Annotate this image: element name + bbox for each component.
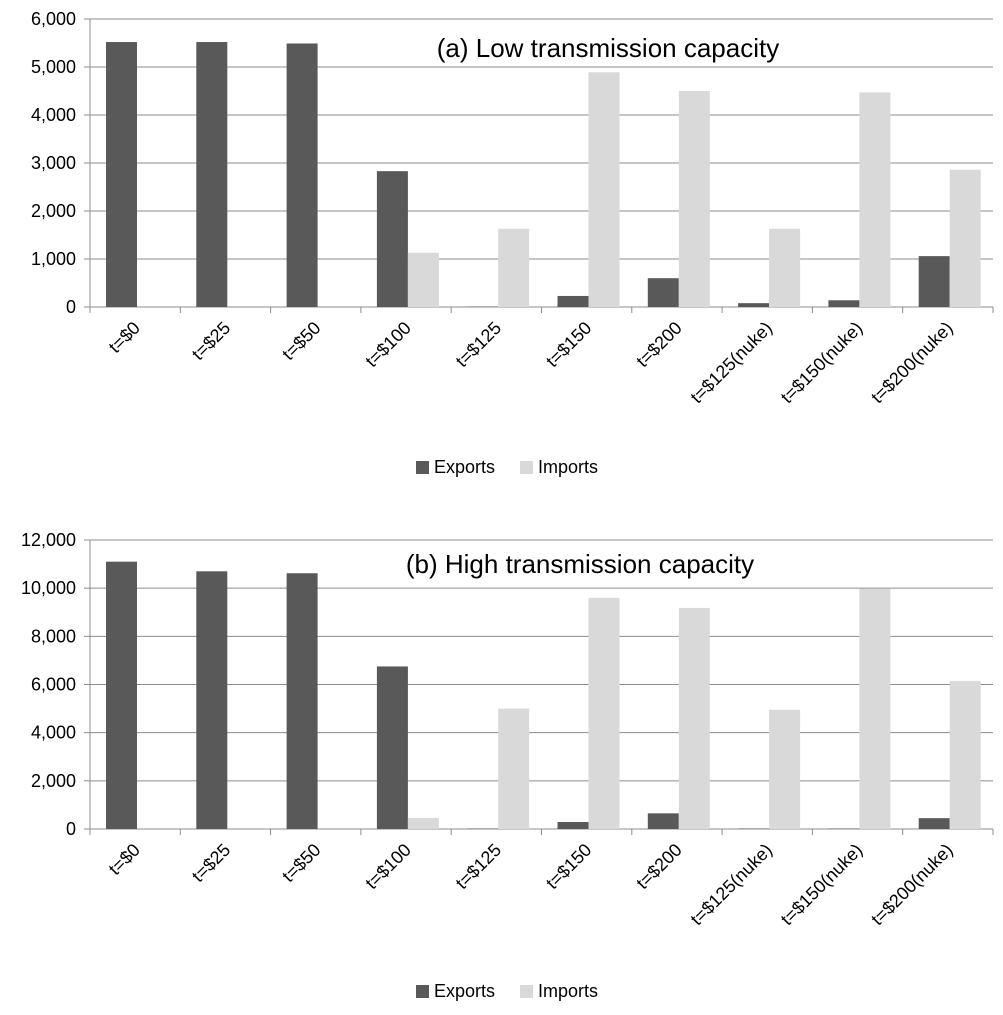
x-tick-label: t=$200	[632, 840, 685, 893]
y-tick-label: 5,000	[31, 57, 76, 77]
y-tick-label: 6,000	[31, 9, 76, 29]
bar-exports	[196, 42, 227, 307]
legend-label-exports: Exports	[434, 457, 495, 477]
y-tick-label: 0	[66, 297, 76, 317]
y-tick-label: 4,000	[31, 723, 76, 743]
bar-imports	[950, 681, 981, 829]
bar-exports	[106, 42, 137, 307]
legend: Exports Imports	[416, 981, 598, 1001]
chart-low-transmission: 0 1,000 2,000 3,000 4,000 5,000 6,000 t=$0 t=$25…	[31, 9, 993, 477]
legend-swatch-exports	[416, 461, 429, 474]
bar-exports	[558, 822, 589, 829]
y-tick-label: 3,000	[31, 153, 76, 173]
x-tick-label: t=$150	[542, 318, 595, 371]
x-tick-label: t=$125	[452, 318, 505, 371]
x-tick-label: t=$25	[188, 840, 234, 886]
bar-imports	[498, 709, 529, 829]
y-tick-label: 2,000	[31, 771, 76, 791]
legend-label-imports: Imports	[538, 457, 598, 477]
x-tick-label: t=$200(nuke)	[867, 840, 957, 930]
legend-swatch-imports	[520, 461, 533, 474]
bar-imports	[408, 818, 439, 829]
x-tick-label: t=$125(nuke)	[687, 318, 777, 408]
bar-exports	[919, 818, 950, 829]
bar-exports	[287, 573, 318, 829]
chart-title: (a) Low transmission capacity	[437, 33, 779, 63]
y-tick-label: 10,000	[21, 578, 76, 598]
bar-exports	[377, 666, 408, 829]
bar-imports	[589, 598, 620, 829]
bar-imports	[498, 229, 529, 307]
y-tick-label: 12,000	[21, 530, 76, 550]
y-tick-label: 6,000	[31, 675, 76, 695]
bar-imports	[679, 608, 710, 829]
x-tick-label: t=$200(nuke)	[867, 318, 957, 408]
y-tick-label: 1,000	[31, 249, 76, 269]
bar-exports	[919, 256, 950, 307]
bar-exports	[648, 278, 679, 307]
y-tick-label: 4,000	[31, 105, 76, 125]
legend-swatch-exports	[416, 985, 429, 998]
x-tick-label: t=$150(nuke)	[777, 840, 867, 930]
x-tick-label: t=$50	[278, 318, 324, 364]
bar-exports	[738, 303, 769, 307]
bar-exports	[196, 571, 227, 829]
x-tick-label: t=$100	[361, 318, 414, 371]
bar-imports	[859, 92, 890, 307]
x-tick-label: t=$150(nuke)	[777, 318, 867, 408]
x-tick-label: t=$150	[542, 840, 595, 893]
bar-exports	[377, 171, 408, 307]
legend-label-exports: Exports	[434, 981, 495, 1001]
x-tick-label: t=$25	[188, 318, 234, 364]
bar-exports	[648, 813, 679, 829]
bar-imports	[679, 91, 710, 307]
legend-swatch-imports	[520, 985, 533, 998]
chart-title: (b) High transmission capacity	[406, 549, 754, 579]
x-tick-label: t=$0	[105, 318, 144, 357]
bar-exports	[558, 296, 589, 307]
bar-imports	[769, 229, 800, 307]
x-tick-label: t=$200	[632, 318, 685, 371]
x-tick-label: t=$50	[278, 840, 324, 886]
chart-high-transmission: 0 2,000 4,000 6,000 8,000 10,000 12,000 t=$0 t=$…	[21, 530, 993, 1001]
bar-imports	[950, 170, 981, 307]
legend-label-imports: Imports	[538, 981, 598, 1001]
bar-imports	[408, 253, 439, 307]
bar-exports	[106, 562, 137, 829]
y-tick-label: 0	[66, 819, 76, 839]
x-tick-label: t=$125	[452, 840, 505, 893]
bar-imports	[769, 710, 800, 829]
bar-imports	[859, 589, 890, 829]
bar-exports	[287, 43, 318, 307]
y-tick-label: 8,000	[31, 626, 76, 646]
y-tick-label: 2,000	[31, 201, 76, 221]
bar-imports	[589, 72, 620, 307]
x-tick-label: t=$100	[361, 840, 414, 893]
bar-exports	[828, 300, 859, 307]
x-tick-label: t=$125(nuke)	[687, 840, 777, 930]
legend: Exports Imports	[416, 457, 598, 477]
x-tick-label: t=$0	[105, 840, 144, 879]
